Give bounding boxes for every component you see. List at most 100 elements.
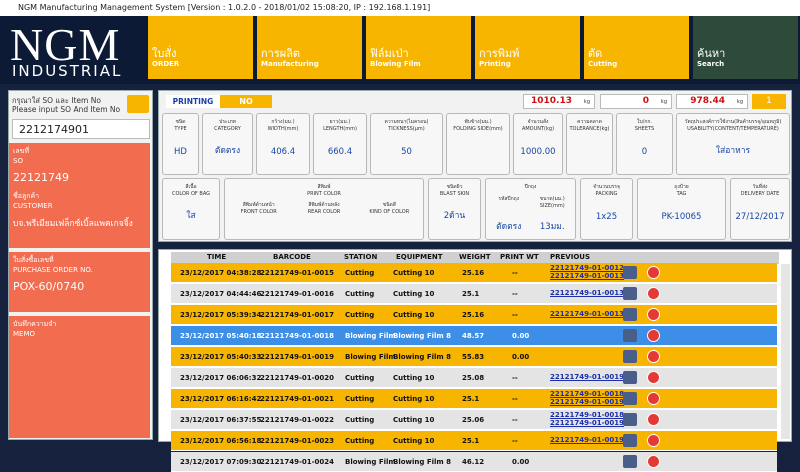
table-row[interactable]: 23/12/2017 04:38:28 22121749-01-0015 Cutti… xyxy=(171,263,777,283)
nav-button[interactable]: ใบสั่ง ORDER xyxy=(148,16,253,79)
delete-icon[interactable] xyxy=(647,371,660,384)
weight-value: 978.44 xyxy=(690,96,725,106)
spec-value: 2ด้าน xyxy=(443,211,466,221)
nav-th: การพิมพ์ xyxy=(479,47,520,60)
spec-label-en: USABILITY(CONTENT/TEMPERATURE) xyxy=(687,126,779,132)
menu-button[interactable] xyxy=(127,95,149,113)
cell-print-wt: 0.00 xyxy=(512,332,530,340)
print-icon[interactable] xyxy=(623,329,637,342)
spec-label-th: วันที่ส่ง xyxy=(752,184,768,190)
print-icon[interactable] xyxy=(623,392,637,405)
previous-link[interactable]: 22121749-01-0019 xyxy=(550,373,624,381)
nav-button[interactable]: การพิมพ์ Printing xyxy=(475,16,580,79)
previous-link[interactable]: 22121749-01-0013 xyxy=(550,289,624,297)
table-row[interactable]: 23/12/2017 05:40:33 22121749-01-0019 Blowi… xyxy=(171,347,777,367)
table-row[interactable]: 23/12/2017 06:37:55 22121749-01-0022 Cutti… xyxy=(171,410,777,430)
info-value: POX-60/0740 xyxy=(13,280,85,293)
cell-time: 23/12/2017 06:16:42 xyxy=(180,395,262,403)
print-icon[interactable] xyxy=(623,434,637,447)
cell-weight: 25.1 xyxy=(462,290,480,298)
nav-button[interactable]: ฟิล์มเป่า Blowing Film xyxy=(366,16,471,79)
spec-label-th: วัตถุประสงค์การใช้งาน(สินค้าบรรจุ/อุณหภู… xyxy=(684,119,782,125)
nav-en: ORDER xyxy=(152,60,180,68)
spec-sub-en: SIZE(mm) xyxy=(539,203,565,209)
cell-print-wt: -- xyxy=(512,416,518,424)
delete-icon[interactable] xyxy=(647,266,660,279)
cell-weight: 48.57 xyxy=(462,332,485,340)
print-icon[interactable] xyxy=(623,371,637,384)
spec-cell: ความคลาด TOLERANCE(kg) xyxy=(566,113,613,175)
delete-icon[interactable] xyxy=(647,413,660,426)
nav-en: Printing xyxy=(479,60,511,68)
table-row[interactable]: 23/12/2017 04:44:46 22121749-01-0016 Cutti… xyxy=(171,284,777,304)
table-row[interactable]: 23/12/2017 06:16:42 22121749-01-0021 Cutti… xyxy=(171,389,777,409)
spec-cell: จำนวนบรรจุ PACKING 1x25 xyxy=(580,178,633,240)
previous-link[interactable]: 22121749-01-0019 xyxy=(550,398,624,406)
spec-subs: รหัสปีกถุง ตัดตรง ขนาด(มม.) SIZE(mm) 13มม. xyxy=(486,191,575,239)
delete-icon[interactable] xyxy=(647,308,660,321)
print-icon[interactable] xyxy=(623,287,637,300)
cell-equipment: Cutting 10 xyxy=(393,269,435,277)
delete-icon[interactable] xyxy=(647,434,660,447)
spec-label-th: สีพิมพ์ xyxy=(317,184,331,190)
previous-link[interactable]: 22121749-01-0013 xyxy=(550,310,624,318)
delete-icon[interactable] xyxy=(647,392,660,405)
cell-weight: 25.16 xyxy=(462,311,485,319)
spec-label-th: พับข้าง(มม.) xyxy=(464,119,492,125)
nav-button[interactable]: การผลิต Manufacturing xyxy=(257,16,362,79)
cell-print-wt: 0.00 xyxy=(512,353,530,361)
table-row[interactable]: 23/12/2017 05:39:34 22121749-01-0017 Cutti… xyxy=(171,305,777,325)
print-icon[interactable] xyxy=(623,350,637,363)
print-icon[interactable] xyxy=(623,413,637,426)
table-row[interactable]: 23/12/2017 07:09:30 22121749-01-0024 Blowi… xyxy=(171,452,777,472)
previous-link[interactable]: 22121749-01-0019 xyxy=(550,436,624,444)
info-label-en: CUSTOMER xyxy=(13,202,53,210)
cell-barcode: 22121749-01-0020 xyxy=(260,374,334,382)
spec-label-en: TOLERANCE(kg) xyxy=(569,126,610,132)
previous-link[interactable]: 22121749-01-0018 xyxy=(550,390,624,398)
table-row[interactable]: 23/12/2017 06:06:32 22121749-01-0020 Cutti… xyxy=(171,368,777,388)
spec-label-th: ประเภท xyxy=(219,119,236,125)
print-icon[interactable] xyxy=(623,308,637,321)
cell-equipment: Cutting 10 xyxy=(393,416,435,424)
delete-icon[interactable] xyxy=(647,329,660,342)
cell-station: Cutting xyxy=(345,416,375,424)
spec-label-th: ชนิดผิว xyxy=(446,184,463,190)
cell-print-wt: 0.00 xyxy=(512,458,530,466)
cell-station: Cutting xyxy=(345,374,375,382)
spec-label-en: CATEGORY xyxy=(214,126,241,132)
previous-link[interactable]: 22121749-01-0012 xyxy=(550,264,624,272)
printing-label: PRINTING xyxy=(166,95,220,108)
scrollbar[interactable] xyxy=(781,264,790,439)
spec-label-en: SHEETS xyxy=(634,126,655,132)
table-row[interactable]: 23/12/2017 06:56:18 22121749-01-0023 Cutti… xyxy=(171,431,777,451)
spec-label-en: LENGTH(mm) xyxy=(323,126,357,132)
nav-button[interactable]: ตัด Cutting xyxy=(584,16,689,79)
weight-box: 978.44 kg xyxy=(676,94,748,109)
print-icon[interactable] xyxy=(623,266,637,279)
cell-barcode: 22121749-01-0023 xyxy=(260,437,334,445)
cell-barcode: 22121749-01-0017 xyxy=(260,311,334,319)
cell-print-wt: -- xyxy=(512,290,518,298)
spec-cell: ความหนา(ไมครอน) TICKNESS(µm) 50 xyxy=(370,113,443,175)
previous-link[interactable]: 22121749-01-0018 xyxy=(550,411,624,419)
table-header xyxy=(171,252,779,264)
delete-icon[interactable] xyxy=(647,455,660,468)
previous-link[interactable]: 22121749-01-0013 xyxy=(550,272,624,280)
search-input[interactable]: 2212174901 xyxy=(12,119,150,139)
print-icon[interactable] xyxy=(623,455,637,468)
spec-value: 1x25 xyxy=(595,212,618,222)
spec-value: 406.4 xyxy=(270,147,296,157)
delete-icon[interactable] xyxy=(647,350,660,363)
nav-en: Search xyxy=(697,60,725,68)
previous-link[interactable]: 22121749-01-0019 xyxy=(550,419,624,427)
spec-value: 13มม. xyxy=(539,222,565,232)
cell-station: Cutting xyxy=(345,311,375,319)
table-row[interactable]: 23/12/2017 05:40:18 22121749-01-0018 Blowi… xyxy=(171,326,777,346)
spec-sub-en: REAR COLOR xyxy=(307,209,341,215)
prompt-th: กรุณาใส่ SO และ Item No xyxy=(12,96,101,105)
info-box: ใบสั่งซื้อเลขที่ PURCHASE ORDER NO. POX-60… xyxy=(9,252,150,312)
nav-button[interactable]: ค้นหา Search xyxy=(693,16,798,79)
delete-icon[interactable] xyxy=(647,287,660,300)
spec-value: 660.4 xyxy=(327,147,353,157)
